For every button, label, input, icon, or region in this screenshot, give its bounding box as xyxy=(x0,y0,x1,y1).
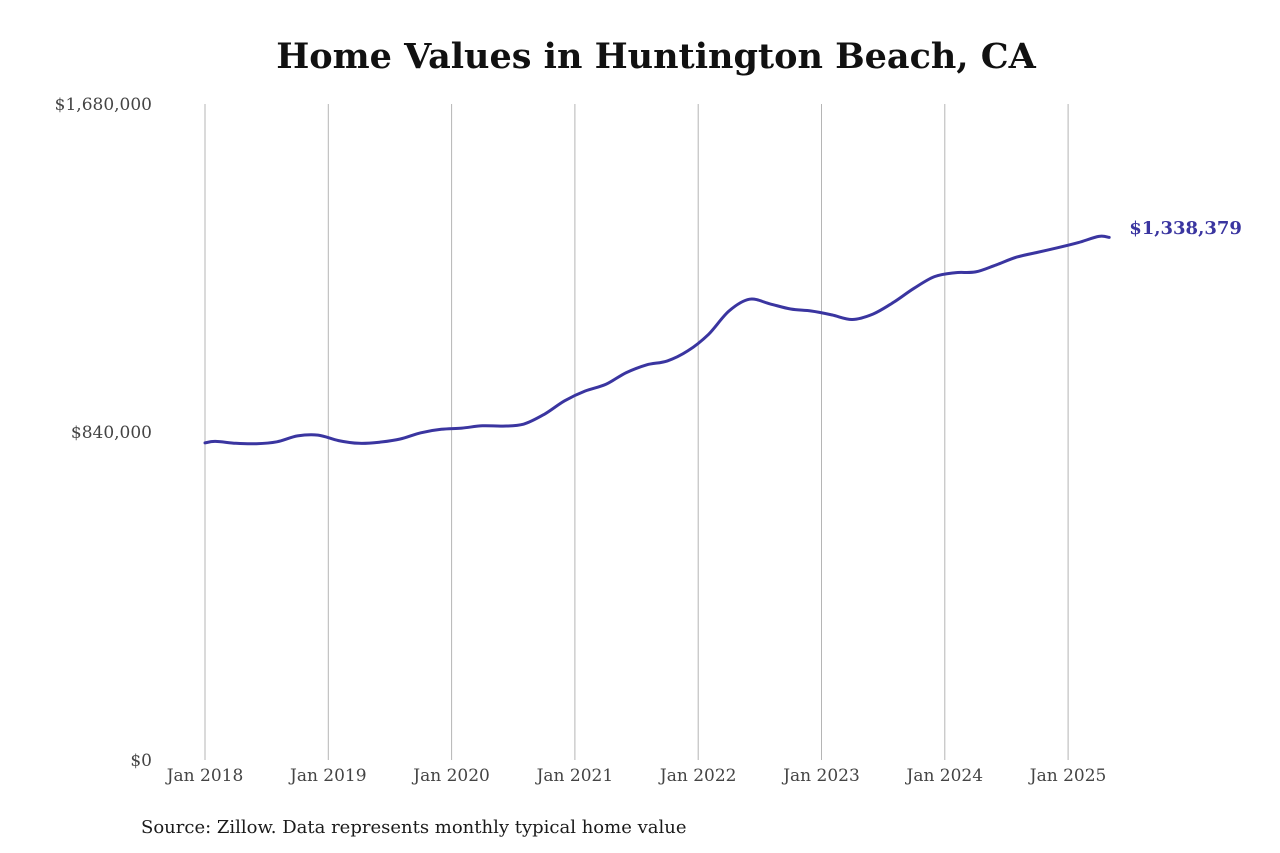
x-tick-label: Jan 2020 xyxy=(411,766,490,786)
x-tick-label: Jan 2022 xyxy=(658,766,737,786)
series-line xyxy=(203,234,1111,446)
y-tick-label: $0 xyxy=(130,751,152,771)
x-tick-label: Jan 2023 xyxy=(781,766,860,786)
y-tick-label: $1,680,000 xyxy=(55,95,152,115)
series-layer: $1,338,379 xyxy=(203,218,1242,446)
gridlines xyxy=(204,104,1069,760)
source-note: Source: Zillow. Data represents monthly … xyxy=(141,817,687,838)
y-axis-ticks: $0 $840,000 $1,680,000 xyxy=(55,95,152,771)
x-tick-label: Jan 2019 xyxy=(288,766,367,786)
chart-title: Home Values in Huntington Beach, CA xyxy=(276,36,1036,77)
x-tick-label: Jan 2021 xyxy=(535,766,614,786)
end-value-label: $1,338,379 xyxy=(1129,218,1242,239)
x-tick-label: Jan 2018 xyxy=(165,766,244,786)
x-tick-label: Jan 2024 xyxy=(905,766,984,786)
x-tick-label: Jan 2025 xyxy=(1028,766,1107,786)
y-tick-label: $840,000 xyxy=(71,423,152,443)
x-axis-ticks: Jan 2018 Jan 2019 Jan 2020 Jan 2021 Jan 2022… xyxy=(165,766,1107,786)
